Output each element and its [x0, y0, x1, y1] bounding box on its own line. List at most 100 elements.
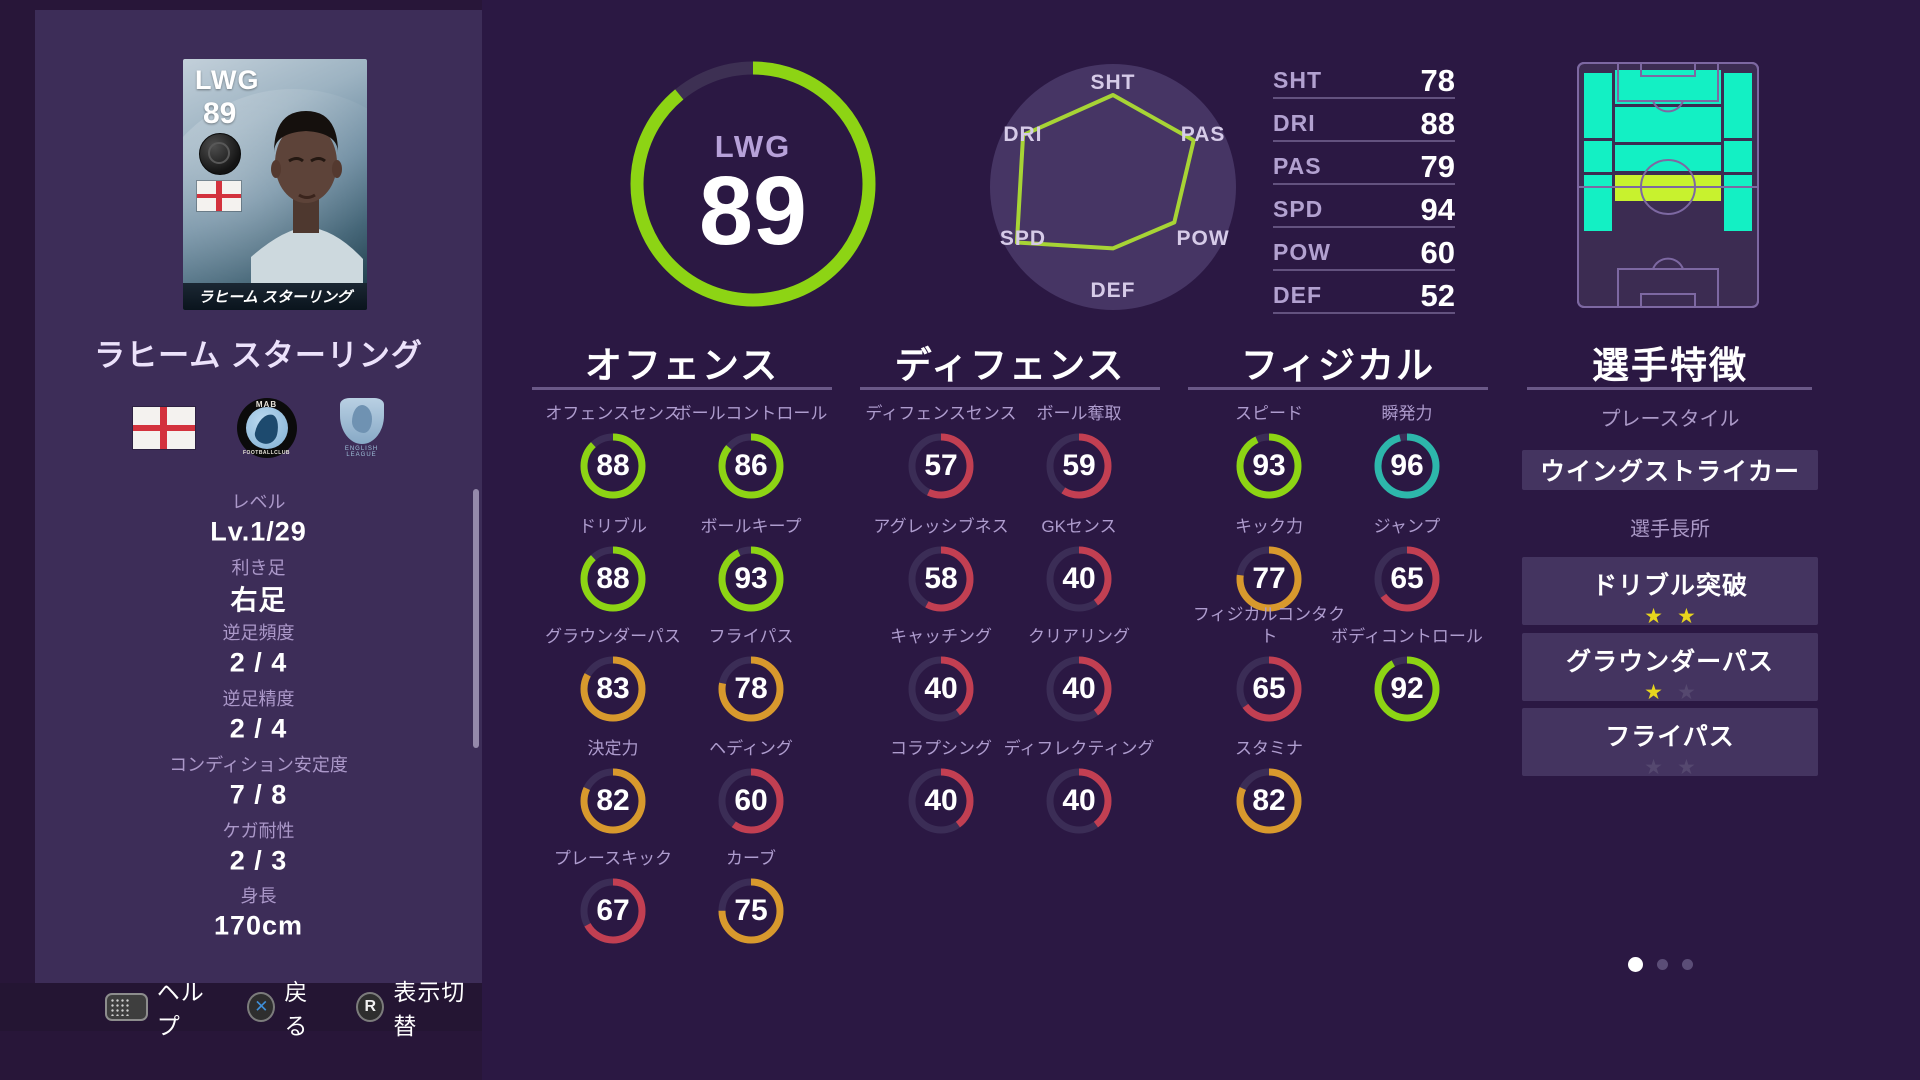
key-stat-label: PAS: [1273, 153, 1322, 179]
sidebar-scrollbar[interactable]: [473, 489, 479, 748]
stat-ring-gauge: 40: [1044, 766, 1114, 836]
league-badge-icon: ENGLISH LEAGUE: [339, 398, 385, 458]
stat-cell-value: 96: [1390, 449, 1424, 482]
card-position-label: LWG: [195, 65, 260, 95]
profile-item-value: 2 / 4: [229, 647, 288, 678]
star-filled-icon: ★: [1644, 681, 1677, 704]
stat-cell-ボール奪取: ボール奪取 59: [1000, 377, 1158, 501]
key-stat-label: POW: [1273, 239, 1331, 265]
profile-item-label: 逆足頻度: [222, 623, 295, 644]
stat-cell-value: 65: [1252, 672, 1286, 705]
stat-cell-value: 86: [734, 449, 768, 482]
card-ball-emblem-icon: [199, 133, 241, 175]
skill-stars: ★★: [1522, 680, 1818, 705]
skill-box: グラウンダーパス ★★: [1522, 633, 1818, 704]
stat-cell-value: 83: [596, 672, 630, 705]
pagination-dots[interactable]: [1628, 956, 1708, 972]
radar-axis-label-def: DEF: [1090, 279, 1136, 302]
player-photo: [251, 111, 363, 283]
profile-item-label: 利き足: [231, 557, 286, 578]
stat-ring-gauge: 88: [578, 544, 648, 614]
stat-cell-value: 82: [1252, 784, 1286, 817]
stat-cell-ボールコントロール: ボールコントロール 86: [672, 377, 830, 501]
stat-cell-決定力: 決定力 82: [534, 712, 692, 836]
stat-cell-グラウンダーパス: グラウンダーパス 83: [534, 600, 692, 724]
skill-stars: ★★: [1522, 604, 1818, 629]
toggle-view-button[interactable]: R 表示切替: [356, 973, 482, 1041]
stat-column-underline: [860, 387, 1160, 390]
stat-cell-label: GKセンス: [1041, 517, 1117, 536]
stat-cell-value: 92: [1390, 672, 1424, 705]
profile-item-value: 2 / 4: [229, 713, 288, 744]
page-dot-1[interactable]: [1628, 956, 1643, 972]
stat-cell-スタミナ: スタミナ 82: [1190, 712, 1348, 836]
radar-axis-label-pas: PAS: [1180, 123, 1226, 146]
stat-cell-label: 決定力: [587, 739, 639, 758]
stat-ring-gauge: 82: [1234, 766, 1304, 836]
key-stat-row: SHT 78: [1273, 63, 1455, 99]
r-button-icon: R: [356, 992, 385, 1022]
stat-cell-ドリブル: ドリブル 88: [534, 490, 692, 614]
stat-cell-コラプシング: コラプシング 40: [862, 712, 1020, 836]
stat-cell-label: ボールコントロール: [674, 404, 828, 423]
stat-cell-value: 93: [734, 562, 768, 595]
key-stat-row: POW 60: [1273, 235, 1455, 271]
stat-cell-フィジカルコンタクト: フィジカルコンタクト 65: [1190, 600, 1348, 724]
stat-cell-label: ドリブル: [579, 517, 647, 536]
page-dot-3[interactable]: [1682, 958, 1693, 970]
stat-cell-label: ジャンプ: [1373, 517, 1441, 536]
position-pitch-map: [1576, 60, 1760, 310]
profile-item-label: コンディション安定度: [169, 754, 348, 775]
profile-item-label: 逆足精度: [222, 689, 295, 710]
stat-cell-value: 40: [1062, 562, 1096, 595]
stat-cell-value: 58: [924, 562, 958, 595]
radar-axis-label-sht: SHT: [1090, 71, 1136, 94]
stat-cell-ジャンプ: ジャンプ 65: [1328, 490, 1486, 614]
star-filled-icon: ★: [1677, 605, 1710, 628]
stat-cell-プレースキック: プレースキック 67: [534, 822, 692, 946]
help-bar: ヘルプ ✕ 戻る R 表示切替: [0, 979, 482, 1039]
stat-cell-label: 瞬発力: [1381, 404, 1433, 423]
stat-ring-gauge: 78: [716, 654, 786, 724]
playstyle-value: ウイングストライカー: [1539, 458, 1800, 486]
stat-column-title: ディフェンス: [894, 345, 1126, 386]
stat-cell-value: 82: [596, 784, 630, 817]
profile-item-value: 170cm: [213, 910, 304, 941]
stat-cell-アグレッシブネス: アグレッシブネス 58: [862, 490, 1020, 614]
stat-cell-label: プレースキック: [553, 849, 673, 868]
profile-item-value: 右足: [230, 585, 287, 616]
playstyle-box: ウイングストライカー: [1522, 450, 1818, 490]
star-empty-icon: ★: [1677, 681, 1710, 704]
profile-item-value: 7 / 8: [229, 779, 288, 810]
stat-cell-label: ヘディング: [709, 739, 793, 758]
toggle-view-label: 表示切替: [393, 979, 466, 1039]
club-badge-icon: MAB FOOTBALLCLUB: [236, 398, 297, 458]
star-empty-icon: ★: [1644, 756, 1677, 779]
ability-radar-chart: SHT PAS POW DEF SPD DRI: [978, 52, 1248, 322]
nationality-england-flag-icon: [132, 407, 195, 449]
stat-cell-label: ディフレクティング: [1003, 739, 1155, 758]
profile-item-value: 2 / 3: [229, 845, 288, 875]
stat-ring-gauge: 96: [1372, 431, 1442, 501]
stat-cell-value: 77: [1252, 562, 1286, 595]
league-badge-text: ENGLISH LEAGUE: [344, 446, 379, 458]
card-name-strip: ラヒーム スターリング: [183, 283, 367, 310]
stat-column-title: オフェンス: [584, 345, 780, 386]
stat-cell-value: 59: [1062, 449, 1096, 482]
club-badge-text-top: MAB: [255, 400, 278, 409]
stat-cell-ボールキープ: ボールキープ 93: [672, 490, 830, 614]
page-dot-2[interactable]: [1657, 958, 1668, 970]
playstyle-label: プレースタイル: [1600, 408, 1740, 431]
help-button[interactable]: ヘルプ: [105, 973, 223, 1041]
stat-ring-gauge: 58: [906, 544, 976, 614]
key-stat-label: SPD: [1273, 196, 1324, 222]
back-button[interactable]: ✕ 戻る: [247, 973, 328, 1041]
key-stat-row: PAS 79: [1273, 149, 1455, 185]
stat-ring-gauge: 40: [1044, 654, 1114, 724]
stat-cell-label: スタミナ: [1235, 739, 1303, 758]
stat-ring-gauge: 93: [716, 544, 786, 614]
player-name: ラヒーム スターリング: [94, 338, 423, 373]
stat-cell-value: 40: [1062, 784, 1096, 817]
traits-title: 選手特徴: [1592, 345, 1748, 386]
stat-cell-label: キャッチング: [890, 627, 992, 646]
